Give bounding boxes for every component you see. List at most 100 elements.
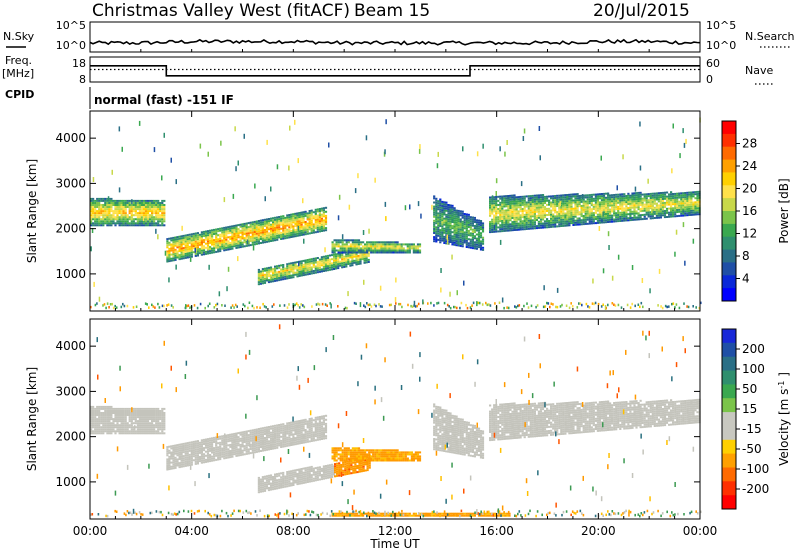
power-cell	[507, 211, 510, 214]
power-cell	[286, 232, 289, 235]
power-cell	[471, 222, 474, 225]
power-cell	[629, 204, 632, 207]
power-cell	[157, 204, 160, 206]
power-cell	[410, 243, 413, 246]
power-cell	[159, 206, 162, 208]
power-cell	[539, 194, 543, 197]
power-cell	[186, 256, 189, 259]
power-cell	[225, 246, 228, 249]
power-cell	[104, 214, 107, 217]
power-cell	[461, 245, 464, 248]
power-cell	[320, 225, 323, 228]
power-cell	[282, 215, 285, 218]
power-cell	[678, 204, 681, 207]
power-cell	[308, 268, 311, 271]
power-cell	[647, 195, 650, 198]
power-cell	[124, 222, 127, 225]
power-cell	[592, 203, 595, 206]
velocity-cell	[157, 412, 160, 414]
power-cell	[318, 270, 321, 273]
velocity-cell	[190, 447, 193, 450]
power-cell	[138, 202, 141, 204]
power-cell	[643, 209, 646, 212]
velocity-cell	[122, 428, 125, 431]
power-cell	[546, 195, 549, 198]
power-cell	[92, 197, 95, 200]
velocity-cell	[116, 410, 119, 412]
power-cell	[672, 199, 675, 202]
power-cell	[355, 257, 358, 260]
power-cell	[539, 226, 543, 229]
power-cell	[112, 222, 115, 225]
power-cell	[372, 251, 375, 254]
power-cell	[451, 208, 454, 211]
power-cell	[680, 192, 683, 195]
power-cell	[598, 217, 601, 220]
velocity-cell	[151, 416, 154, 419]
power-cell	[503, 199, 506, 202]
power-clutter-cell	[416, 304, 418, 308]
power-scatter-cell	[91, 228, 94, 233]
power-cell	[548, 224, 551, 226]
power-cell	[211, 229, 214, 232]
velocity-cell	[153, 414, 156, 416]
power-cell	[312, 227, 315, 230]
power-cell	[320, 264, 323, 267]
velocity-cell	[140, 422, 143, 425]
power-cell	[211, 247, 214, 250]
power-cell	[539, 224, 543, 227]
power-cell	[176, 252, 179, 255]
power-cell	[678, 214, 681, 217]
power-cell	[263, 220, 267, 223]
power-cell	[529, 227, 532, 230]
power-cell	[461, 239, 464, 242]
power-cell	[328, 268, 332, 271]
power-scatter-cell	[252, 245, 255, 251]
power-cell	[112, 210, 115, 213]
power-cell	[337, 239, 340, 242]
power-cell	[509, 198, 512, 201]
power-cell	[416, 251, 420, 254]
velocity-cell	[163, 412, 166, 414]
power-cell	[615, 216, 618, 219]
power-cell	[302, 213, 305, 216]
power-cell	[408, 247, 411, 250]
power-cell	[461, 231, 464, 233]
power-cell	[90, 199, 93, 202]
power-cell	[619, 203, 622, 206]
power-cell	[280, 268, 283, 271]
power-cell	[110, 210, 113, 213]
power-cell	[363, 259, 366, 262]
velocity-cell	[118, 418, 121, 421]
power-cell	[257, 277, 260, 280]
power-cell	[578, 201, 581, 204]
power-cell	[541, 218, 545, 221]
power-cell	[251, 229, 254, 232]
power-cell	[674, 199, 677, 201]
power-cell	[157, 206, 160, 208]
power-clutter-cell	[157, 302, 159, 306]
velocity-cell	[146, 424, 150, 427]
power-cell	[548, 203, 551, 206]
power-cell	[529, 211, 532, 214]
power-cell	[163, 208, 166, 211]
power-cell	[449, 234, 452, 237]
velocity-cell	[118, 428, 121, 431]
power-cell	[441, 213, 444, 216]
power-cell	[521, 228, 524, 231]
power-cell	[696, 207, 699, 210]
power-cell	[180, 243, 183, 246]
power-cell	[467, 234, 470, 237]
power-cell	[357, 254, 360, 257]
power-cell	[441, 239, 444, 242]
power-cell	[453, 241, 456, 244]
power-cell	[286, 271, 289, 274]
velocity-cell	[196, 456, 199, 459]
power-cell	[607, 219, 610, 221]
power-cell	[647, 215, 650, 218]
power-cell	[316, 261, 319, 264]
power-cell	[477, 242, 481, 244]
velocity-cell	[106, 424, 109, 427]
power-scatter-cell	[476, 301, 478, 307]
power-cell	[548, 209, 551, 212]
